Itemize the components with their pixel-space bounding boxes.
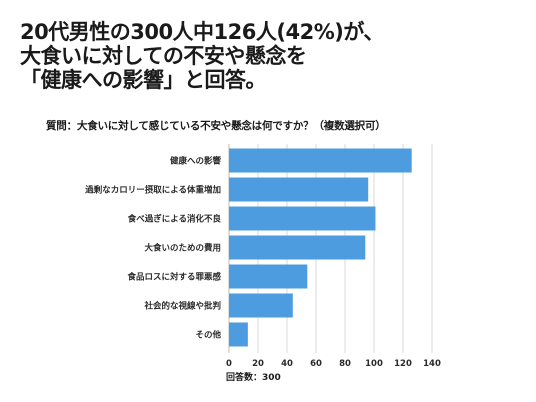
category-label-3: 食べ過ぎによる消化不良 [128, 214, 222, 225]
x-tick-label-120: 120 [394, 359, 412, 369]
category-label-1: 健康への影響 [170, 156, 222, 167]
headline-line-3: 「健康への影響」と回答。 [20, 68, 267, 92]
bar-chart: 0 20 40 60 80 100 120 140 健康への影響過剰なカロリー摂取による体重増加… [84, 144, 441, 369]
headline-line-1: 20代男性の300人中126人(42%)が、 [20, 20, 384, 44]
x-tick-label-60: 60 [310, 359, 322, 369]
headline: 20代男性の300人中126人(42%)が、 大食いに対しての不安や懸念を 「健… [20, 20, 520, 92]
x-tick-label-0: 0 [226, 359, 232, 369]
bar-5 [229, 264, 308, 289]
x-tick-label-20: 20 [252, 359, 264, 369]
x-tick-label-100: 100 [365, 359, 383, 369]
bar-1 [229, 148, 412, 173]
bar-7 [229, 322, 248, 347]
survey-question: 質問：大食いに対して感じている不安や懸念は何ですか？（複数選択可） [46, 120, 386, 132]
bar-3 [229, 206, 376, 231]
category-label-6: 社会的な視線や批判 [143, 301, 221, 312]
x-tick-label-80: 80 [339, 359, 351, 369]
bar-6 [229, 293, 293, 318]
category-label-5: 食品ロスに対する罪悪感 [127, 272, 221, 283]
bar-4 [229, 235, 366, 260]
category-label-7: その他 [195, 330, 221, 341]
category-label-2: 過剰なカロリー摂取による体重増加 [84, 185, 221, 196]
headline-line-2: 大食いに対しての不安や懸念を [20, 44, 307, 68]
bar-2 [229, 177, 369, 202]
x-tick-label-140: 140 [423, 359, 441, 369]
response-count: 回答数：300 [226, 373, 281, 383]
category-label-4: 大食いのための費用 [144, 243, 221, 254]
x-tick-label-40: 40 [281, 359, 293, 369]
